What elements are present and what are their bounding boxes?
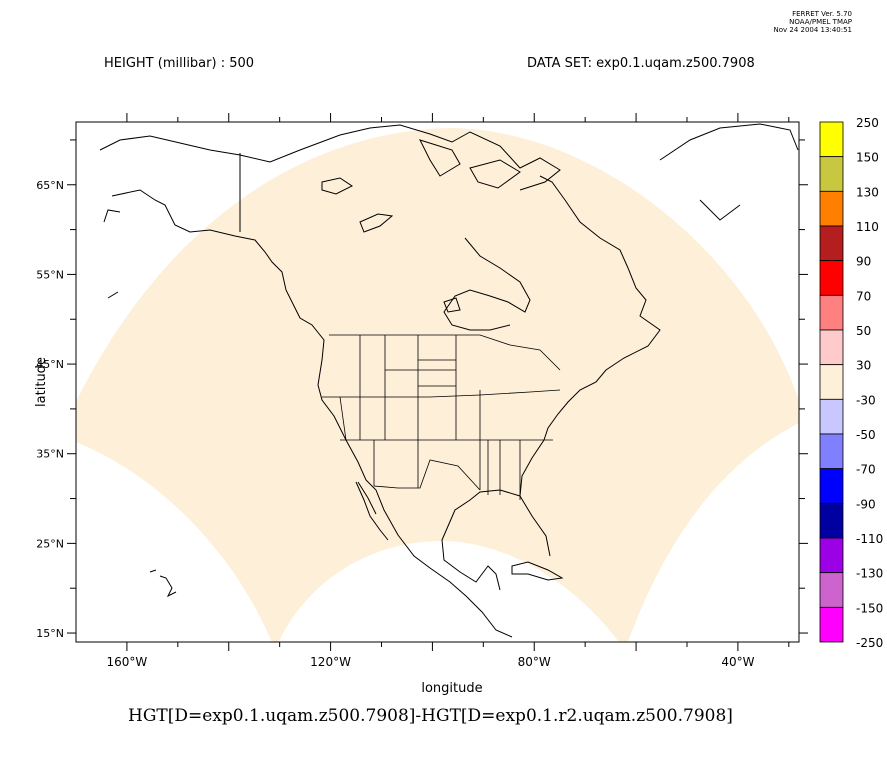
colorbar-labels: 250 150 130 110 90 70 50 30 -30 -50 -70 -90 -110 -130…	[856, 116, 883, 650]
ferret-stamp: FERRET Ver. 5.70 NOAA/PMEL TMAP Nov 24 2…	[752, 10, 853, 34]
y-tick-label: 15°N	[36, 627, 64, 640]
model-domain-field	[76, 128, 799, 642]
colorbar-label: -90	[856, 497, 876, 511]
y-axis-ticks	[67, 139, 808, 634]
colorbar-label: -110	[856, 532, 883, 546]
y-axis-tick-labels: 15°N 25°N 35°N 45°N 55°N 65°N	[36, 179, 64, 640]
colorbar-label: 250	[856, 116, 879, 130]
x-axis-tick-labels: 160°W 120°W 80°W 40°W	[107, 655, 755, 669]
header-dataset: DATA SET: exp0.1.uqam.z500.7908	[527, 56, 755, 71]
colorbar-label: 110	[856, 220, 879, 234]
stamp-line-date: Nov 24 2004 13:40:51	[773, 26, 853, 34]
figure-caption: HGT[D=exp0.1.uqam.z500.7908]-HGT[D=exp0.…	[128, 706, 733, 726]
x-axis-ticks	[126, 113, 790, 651]
y-tick-label: 45°N	[36, 358, 64, 371]
colorbar-swatch	[819, 156, 844, 192]
colorbar-swatch	[819, 502, 844, 539]
colorbar-label: 30	[856, 359, 871, 373]
colorbar-label: 50	[856, 324, 871, 338]
x-tick-label: 160°W	[107, 655, 148, 669]
y-tick-label: 65°N	[36, 179, 64, 192]
colorbar-swatch	[819, 329, 844, 366]
coastlines	[99, 123, 799, 638]
y-tick-label: 25°N	[36, 537, 64, 550]
colorbar-swatch	[819, 606, 844, 643]
colorbar-label: 70	[856, 289, 871, 303]
x-axis-label: longitude	[421, 681, 482, 696]
colorbar-swatch	[819, 294, 844, 331]
colorbar-label: -70	[856, 463, 876, 477]
state-borders	[322, 334, 561, 500]
colorbar-swatch	[819, 364, 844, 400]
header-variable: HEIGHT (millibar) : 500	[104, 56, 255, 71]
colorbar-swatch	[819, 121, 844, 158]
stamp-line-version: FERRET Ver. 5.70	[792, 10, 852, 18]
colorbar-label: -150	[856, 601, 883, 615]
x-tick-label: 80°W	[518, 655, 551, 669]
colorbar-label: 90	[856, 255, 871, 269]
colorbar-label: -130	[856, 567, 883, 581]
colorbar-label: 130	[856, 185, 879, 199]
colorbar-label: -50	[856, 428, 876, 442]
colorbar-swatch	[819, 225, 844, 262]
colorbar-label: -250	[856, 636, 883, 650]
colorbar-label: 150	[856, 151, 879, 165]
colorbar-swatch	[819, 190, 844, 227]
colorbar-swatch	[819, 398, 844, 435]
colorbar-swatch	[819, 572, 844, 608]
plot-frame	[75, 121, 800, 643]
colorbar-swatch	[819, 468, 844, 504]
colorbar-label: -30	[856, 393, 876, 407]
colorbar-swatch	[819, 537, 844, 574]
stamp-line-org: NOAA/PMEL TMAP	[789, 18, 852, 26]
y-axis-label: latitude	[34, 357, 49, 407]
colorbar-swatch	[819, 260, 844, 296]
y-tick-label: 35°N	[36, 448, 64, 461]
x-tick-label: 120°W	[310, 655, 351, 669]
y-tick-label: 55°N	[36, 268, 64, 281]
x-tick-label: 40°W	[721, 655, 754, 669]
colorbar	[819, 121, 844, 643]
colorbar-swatch	[819, 433, 844, 470]
